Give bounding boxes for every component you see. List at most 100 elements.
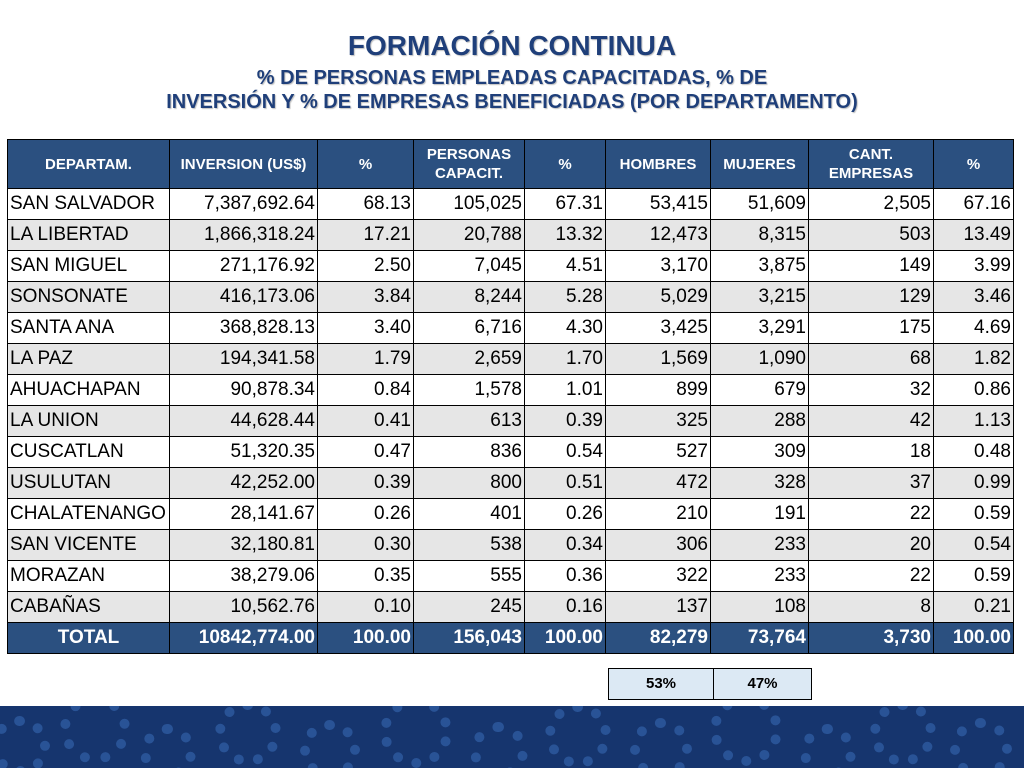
header-pct-empresas: % [933, 139, 1014, 189]
table-cell: 32,180.81 [169, 529, 318, 561]
table-cell: 7,387,692.64 [169, 188, 318, 220]
table-cell: 13.49 [933, 219, 1014, 251]
table-cell: 0.41 [317, 405, 414, 437]
gear-icon [60, 706, 130, 764]
table-row: SAN VICENTE 32,180.81 0.30 538 0.34 306 233 20 0… [7, 529, 1014, 561]
table-cell: 527 [605, 436, 711, 468]
table-cell: 3,875 [710, 250, 809, 282]
table-cell: 20 [808, 529, 934, 561]
table-cell: 271,176.92 [169, 250, 318, 282]
table-cell: 22 [808, 498, 934, 530]
table-cell: 42,252.00 [169, 467, 318, 499]
table-cell: 800 [413, 467, 525, 499]
table-cell: 3.99 [933, 250, 1014, 282]
department-name-cell: CABAÑAS [7, 591, 170, 623]
table-cell: 328 [710, 467, 809, 499]
table-cell: 472 [605, 467, 711, 499]
table-cell: 28,141.67 [169, 498, 318, 530]
gear-icon [545, 706, 611, 768]
header-empresas: CANT. EMPRESAS [808, 139, 934, 189]
table-cell: 1,090 [710, 343, 809, 375]
header-inversion: INVERSION (US$) [169, 139, 318, 189]
total-cell: 73,764 [710, 622, 809, 654]
table-row: CABAÑAS 10,562.76 0.10 245 0.16 137 108 8 0.21 [7, 591, 1014, 623]
table-cell: 368,828.13 [169, 312, 318, 344]
table-cell: 2.50 [317, 250, 414, 282]
total-cell: 156,043 [413, 622, 525, 654]
table-row: SAN SALVADOR 7,387,692.64 68.13 105,025 67.3… [7, 188, 1014, 220]
gear-icon [380, 706, 452, 768]
table-cell: 8,315 [710, 219, 809, 251]
table-cell: 0.39 [317, 467, 414, 499]
department-name-cell: LA LIBERTAD [7, 219, 170, 251]
table-cell: 37 [808, 467, 934, 499]
department-name-cell: LA UNION [7, 405, 170, 437]
table-cell: 4.30 [524, 312, 606, 344]
table-cell: 0.84 [317, 374, 414, 406]
table-cell: 322 [605, 560, 711, 592]
table-cell: 1.13 [933, 405, 1014, 437]
table-row: SAN MIGUEL 271,176.92 2.50 7,045 4.51 3,170 3,… [7, 250, 1014, 282]
gear-icon [215, 706, 281, 766]
table-row: AHUACHAPAN 90,878.34 0.84 1,578 1.01 899 679 32… [7, 374, 1014, 406]
table-cell: 3,215 [710, 281, 809, 313]
table-cell: 129 [808, 281, 934, 313]
table-cell: 245 [413, 591, 525, 623]
table-cell: 10,562.76 [169, 591, 318, 623]
table-cell: 68 [808, 343, 934, 375]
header-pct-inversion: % [317, 139, 414, 189]
table-cell: 0.54 [933, 529, 1014, 561]
table-cell: 20,788 [413, 219, 525, 251]
table-cell: 17.21 [317, 219, 414, 251]
table-row: LA UNION 44,628.44 0.41 613 0.39 325 288 42 1.13 [7, 405, 1014, 437]
table-cell: 42 [808, 405, 934, 437]
table-cell: 6,716 [413, 312, 525, 344]
department-name-cell: SONSONATE [7, 281, 170, 313]
table-cell: 137 [605, 591, 711, 623]
table-cell: 7,045 [413, 250, 525, 282]
total-cell: 3,730 [808, 622, 934, 654]
total-cell: 100.00 [933, 622, 1014, 654]
table-cell: 836 [413, 436, 525, 468]
table-cell: 13.32 [524, 219, 606, 251]
department-name-cell: AHUACHAPAN [7, 374, 170, 406]
table-cell: 401 [413, 498, 525, 530]
header-hombres: HOMBRES [605, 139, 711, 189]
table-cell: 555 [413, 560, 525, 592]
table-cell: 0.99 [933, 467, 1014, 499]
table-cell: 0.26 [317, 498, 414, 530]
table-cell: 0.59 [933, 560, 1014, 592]
table-cell: 12,473 [605, 219, 711, 251]
table-cell: 90,878.34 [169, 374, 318, 406]
department-name-cell: MORAZAN [7, 560, 170, 592]
table-cell: 5,029 [605, 281, 711, 313]
table-cell: 3.46 [933, 281, 1014, 313]
gear-icon [870, 706, 936, 766]
table-cell: 0.39 [524, 405, 606, 437]
table-cell: 0.10 [317, 591, 414, 623]
table-cell: 233 [710, 529, 809, 561]
table-cell: 194,341.58 [169, 343, 318, 375]
table-cell: 0.51 [524, 467, 606, 499]
table-cell: 191 [710, 498, 809, 530]
table-row: LA PAZ 194,341.58 1.79 2,659 1.70 1,569 1,090 6… [7, 343, 1014, 375]
total-cell: 10842,774.00 [169, 622, 318, 654]
table-row: CUSCATLAN 51,320.35 0.47 836 0.54 527 309 18 0.4… [7, 436, 1014, 468]
table-cell: 0.26 [524, 498, 606, 530]
gear-icon [950, 718, 1012, 768]
table-row: LA LIBERTAD 1,866,318.24 17.21 20,788 13.32 1… [7, 219, 1014, 251]
table-cell: 3,425 [605, 312, 711, 344]
table-cell: 0.47 [317, 436, 414, 468]
table-cell: 32 [808, 374, 934, 406]
gear-icon [710, 706, 782, 766]
department-name-cell: SAN MIGUEL [7, 250, 170, 282]
gear-icon [300, 720, 360, 768]
gear-icon [140, 724, 196, 768]
table-cell: 5.28 [524, 281, 606, 313]
table-cell: 1.70 [524, 343, 606, 375]
table-cell: 51,609 [710, 188, 809, 220]
table-cell: 1.01 [524, 374, 606, 406]
total-cell: 82,279 [605, 622, 711, 654]
mujeres-percentage: 47% [713, 668, 812, 700]
table-row: MORAZAN 38,279.06 0.35 555 0.36 322 233 22 0.59 [7, 560, 1014, 592]
